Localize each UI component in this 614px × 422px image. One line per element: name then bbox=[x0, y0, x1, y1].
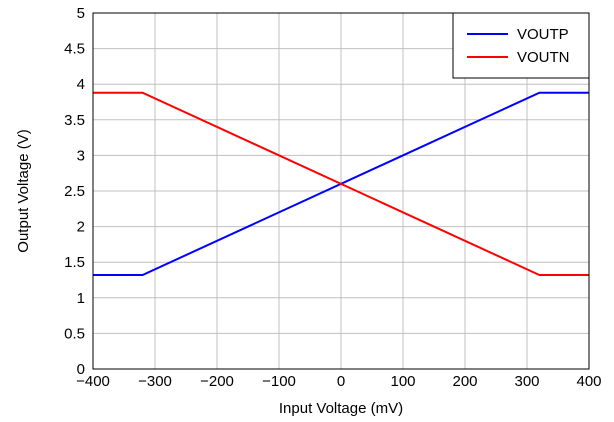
y-tick-label: 1.5 bbox=[64, 254, 85, 271]
x-tick-label: −100 bbox=[262, 373, 296, 390]
x-tick-label: 100 bbox=[390, 373, 415, 390]
legend: VOUTP VOUTN bbox=[452, 12, 590, 79]
y-tick-label: 2.5 bbox=[64, 183, 85, 200]
y-tick-label: 0.5 bbox=[64, 325, 85, 342]
tick-labels: −400 −300 −200 −100 0 100 200 300 400 0 0.5 1 1.5 2 2.… bbox=[64, 5, 601, 390]
x-tick-label: 300 bbox=[514, 373, 539, 390]
y-tick-label: 4 bbox=[77, 76, 85, 93]
series-line-voutn bbox=[93, 91, 589, 276]
series-layer bbox=[93, 91, 589, 276]
y-tick-label: 0 bbox=[77, 361, 85, 378]
x-tick-label: −200 bbox=[200, 373, 234, 390]
x-tick-label: 0 bbox=[337, 373, 345, 390]
x-tick-label: −300 bbox=[138, 373, 172, 390]
y-axis-title: Output Voltage (V) bbox=[15, 129, 32, 252]
y-tick-label: 3.5 bbox=[64, 112, 85, 129]
y-tick-label: 2 bbox=[77, 219, 85, 236]
x-axis-title: Input Voltage (mV) bbox=[279, 400, 403, 417]
plot-frame bbox=[92, 12, 590, 370]
x-tick-label: −400 bbox=[76, 373, 110, 390]
y-tick-label: 4.5 bbox=[64, 41, 85, 58]
legend-label: VOUTN bbox=[517, 49, 570, 66]
grid bbox=[93, 13, 589, 369]
legend-label: VOUTP bbox=[517, 26, 569, 43]
y-tick-label: 3 bbox=[77, 147, 85, 164]
y-tick-label: 1 bbox=[77, 290, 85, 307]
x-tick-label: 200 bbox=[452, 373, 477, 390]
legend-box bbox=[452, 12, 590, 79]
x-tick-label: 400 bbox=[576, 373, 601, 390]
y-tick-label: 5 bbox=[77, 5, 85, 22]
